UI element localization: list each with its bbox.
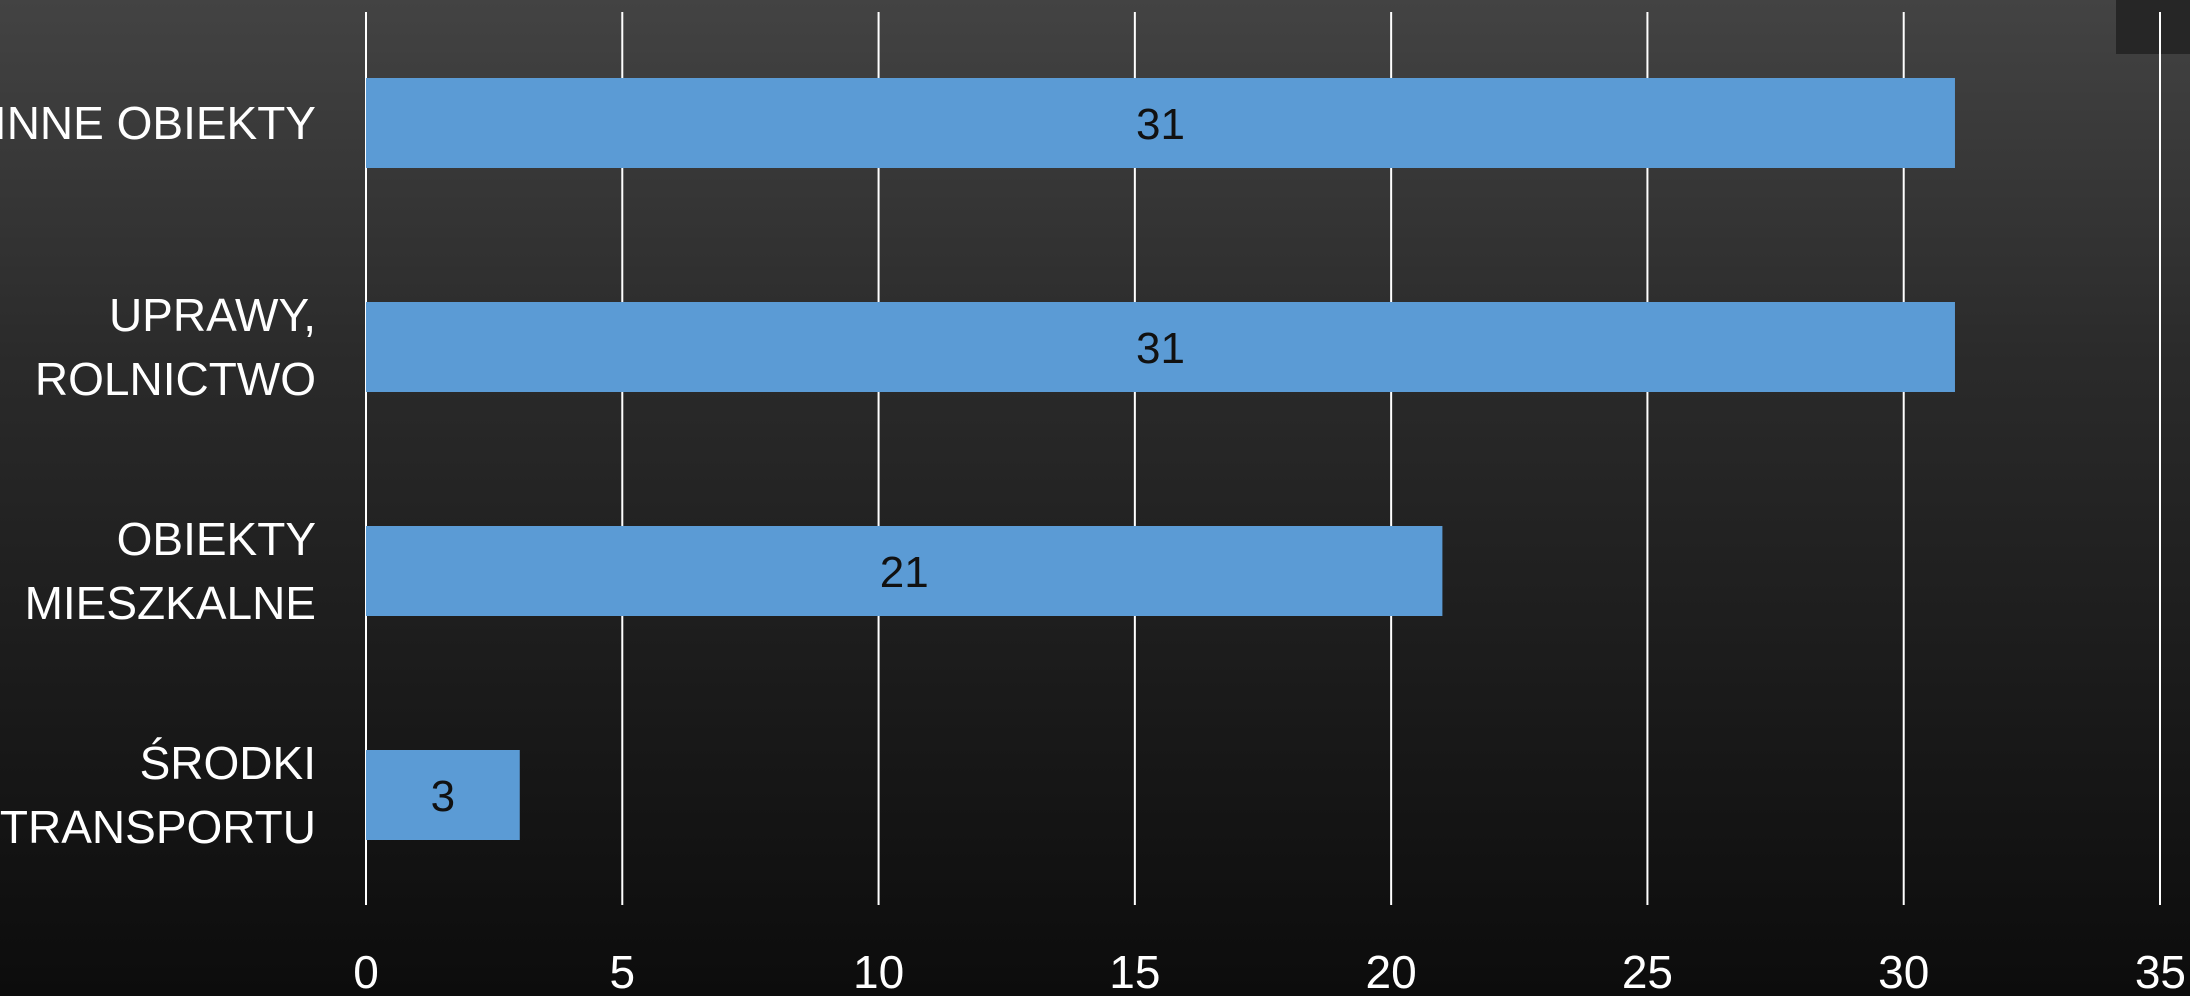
bars <box>366 78 1955 840</box>
x-tick-label-25: 25 <box>1622 946 1673 996</box>
corner-patch <box>2116 0 2190 54</box>
data-label-3: 3 <box>431 772 455 821</box>
category-label-0-line-0: INNE OBIEKTY <box>0 97 316 149</box>
data-label-2: 21 <box>880 548 929 597</box>
x-tick-label-20: 20 <box>1366 946 1417 996</box>
category-label-3-line-1: TRANSPORTU <box>0 801 316 853</box>
x-tick-label-5: 5 <box>609 946 635 996</box>
category-labels: INNE OBIEKTY UPRAWY, ROLNICTWO OBIEKTY MIESZ… <box>0 97 316 853</box>
category-label-1-line-1: ROLNICTWO <box>35 353 316 405</box>
x-tick-label-30: 30 <box>1878 946 1929 996</box>
x-tick-labels: 0 5 10 15 20 25 30 35 <box>353 946 2186 996</box>
x-tick-label-0: 0 <box>353 946 379 996</box>
bar-2 <box>366 526 1443 616</box>
data-label-1: 31 <box>1136 324 1185 373</box>
x-tick-label-10: 10 <box>853 946 904 996</box>
bar-1 <box>366 302 1955 392</box>
x-tick-label-35: 35 <box>2135 946 2186 996</box>
category-label-3-line-0: ŚRODKI <box>140 737 316 789</box>
data-labels: 31 31 21 3 <box>431 100 1185 821</box>
category-label-2-line-0: OBIEKTY <box>117 513 316 565</box>
bar-0 <box>366 78 1955 168</box>
category-label-1-line-0: UPRAWY, <box>109 289 316 341</box>
category-label-2-line-1: MIESZKALNE <box>25 577 316 629</box>
data-label-0: 31 <box>1136 100 1185 149</box>
bar-3 <box>366 750 520 840</box>
x-tick-label-15: 15 <box>1109 946 1160 996</box>
